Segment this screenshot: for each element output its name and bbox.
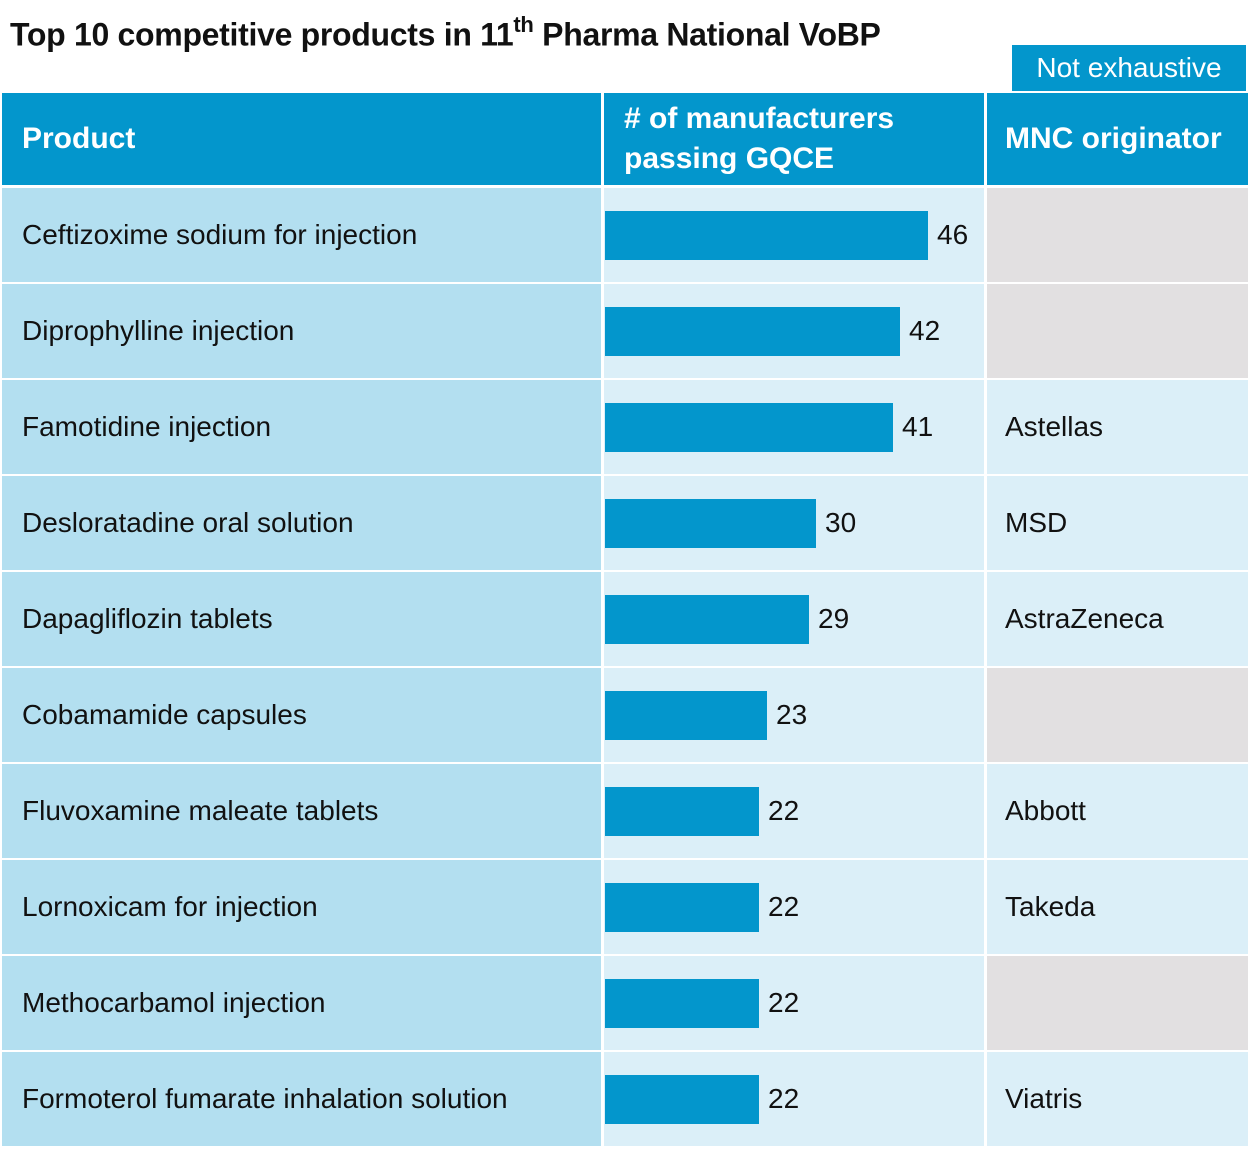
- bar-cell: 42: [604, 284, 984, 378]
- bar-cell: 30: [604, 476, 984, 570]
- product-name: Ceftizoxime sodium for injection: [2, 188, 601, 282]
- bar: [605, 883, 759, 932]
- bar: [605, 307, 900, 356]
- bar-value-label: 22: [768, 795, 800, 826]
- header-product-label: Product: [22, 122, 136, 155]
- bar-cell: 22: [604, 956, 984, 1050]
- product-name: Lornoxicam for injection: [2, 860, 601, 954]
- mnc-originator-empty: [987, 956, 1248, 1050]
- product-name: Diprophylline injection: [2, 284, 601, 378]
- header-mnc-label: MNC originator: [1005, 122, 1222, 155]
- header-mnc: MNC originator: [987, 93, 1248, 185]
- bar: [605, 211, 928, 260]
- bar-value-label: 46: [937, 219, 969, 250]
- mnc-originator: AstraZeneca: [987, 572, 1248, 666]
- bar-cell: 41: [604, 380, 984, 474]
- mnc-originator: MSD: [987, 476, 1248, 570]
- bar-value-label: 22: [768, 891, 800, 922]
- mnc-originator-empty: [987, 188, 1248, 282]
- title-rest: Pharma National VoBP: [533, 16, 881, 53]
- product-name: Dapagliflozin tablets: [2, 572, 601, 666]
- bar-cell: 22: [604, 860, 984, 954]
- bar-value-label: 42: [909, 315, 941, 346]
- bar: [605, 1075, 759, 1124]
- bar-value-label: 22: [768, 1083, 800, 1114]
- header-manufacturers: # of manufacturers passing GQCE: [604, 93, 984, 185]
- product-name: Cobamamide capsules: [2, 668, 601, 762]
- bar: [605, 979, 759, 1028]
- bar-cell: 22: [604, 1052, 984, 1146]
- title-main: Top 10 competitive products in 11: [10, 16, 514, 53]
- product-name: Desloratadine oral solution: [2, 476, 601, 570]
- bar-value-label: 41: [902, 411, 934, 442]
- chart-title: Top 10 competitive products in 11th Phar…: [10, 12, 881, 54]
- bar-cell: 46: [604, 188, 984, 282]
- product-name: Fluvoxamine maleate tablets: [2, 764, 601, 858]
- bar: [605, 691, 767, 740]
- bar-cell: 22: [604, 764, 984, 858]
- bar: [605, 499, 816, 548]
- mnc-originator: Abbott: [987, 764, 1248, 858]
- bar-value-label: 29: [818, 603, 850, 634]
- product-name: Famotidine injection: [2, 380, 601, 474]
- title-superscript: th: [513, 12, 534, 37]
- header-manufacturers-line2: passing GQCE: [624, 142, 835, 175]
- bar-value-label: 23: [776, 699, 808, 730]
- bar: [605, 787, 759, 836]
- product-name: Methocarbamol injection: [2, 956, 601, 1050]
- mnc-originator: Viatris: [987, 1052, 1248, 1146]
- bar-value-label: 22: [768, 987, 800, 1018]
- mnc-originator: Takeda: [987, 860, 1248, 954]
- bar-cell: 23: [604, 668, 984, 762]
- mnc-originator-empty: [987, 284, 1248, 378]
- mnc-originator-empty: [987, 668, 1248, 762]
- header-manufacturers-line1: # of manufacturers: [624, 102, 895, 135]
- bar: [605, 595, 809, 644]
- mnc-originator: Astellas: [987, 380, 1248, 474]
- product-name: Formoterol fumarate inhalation solution: [2, 1052, 601, 1146]
- bar-value-label: 30: [825, 507, 857, 538]
- not-exhaustive-tag: Not exhaustive: [1012, 45, 1246, 91]
- bar: [605, 403, 893, 452]
- header-product: Product: [2, 93, 601, 185]
- bar-cell: 29: [604, 572, 984, 666]
